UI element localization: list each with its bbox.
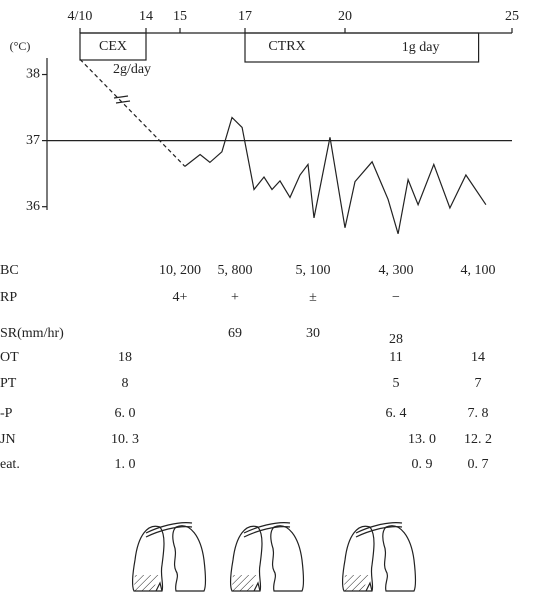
drug-period: [79, 32, 147, 61]
lab-value: 11: [389, 350, 402, 365]
lab-value: −: [392, 290, 400, 305]
lab-value: 4, 300: [379, 263, 414, 278]
lab-value: ±: [309, 290, 317, 305]
lab-label: RP: [0, 290, 17, 305]
x-tick-label: 14: [139, 9, 153, 24]
lab-label: BC: [0, 263, 19, 278]
lab-value: 4+: [173, 290, 188, 305]
lab-value: 5, 800: [218, 263, 253, 278]
drug-name: CTRX: [268, 39, 305, 54]
lab-value: 6. 0: [115, 406, 136, 421]
lab-value: 5, 100: [296, 263, 331, 278]
lab-value: 12. 2: [464, 432, 492, 447]
y-tick-label: 38: [26, 67, 40, 82]
lab-value: 10, 200: [159, 263, 201, 278]
lab-value: 14: [471, 350, 485, 365]
x-tick-label: 4/10: [68, 9, 93, 24]
y-tick-label: 36: [26, 199, 40, 214]
lung-sketch: [132, 522, 207, 592]
lab-value: 4, 100: [461, 263, 496, 278]
x-tick-label: 15: [173, 9, 187, 24]
lab-value: 69: [228, 326, 242, 341]
lung-sketch: [342, 522, 417, 592]
lab-label: JN: [0, 432, 16, 447]
break-mark: [113, 95, 129, 99]
temperature-line: [184, 116, 487, 234]
drug-dose: 2g/day: [113, 62, 151, 77]
lab-label: -P: [0, 406, 13, 421]
lab-value: 6. 4: [386, 406, 407, 421]
lab-value: 1. 0: [115, 457, 136, 472]
lab-value: 18: [118, 350, 132, 365]
y-axis-label: (°C): [10, 39, 31, 53]
drug-name: CEX: [99, 39, 127, 54]
lung-sketch: [230, 522, 305, 592]
lab-label: OT: [0, 350, 19, 365]
lab-value: 28: [389, 332, 403, 347]
y-tick-label: 37: [26, 133, 40, 148]
x-tick-label: 17: [238, 9, 252, 24]
lab-label: eat.: [0, 457, 20, 472]
break-mark: [115, 100, 131, 104]
lab-value: +: [231, 290, 239, 305]
lab-value: 0. 7: [468, 457, 489, 472]
x-tick-label: 25: [505, 9, 519, 24]
lab-label: PT: [0, 376, 17, 391]
lab-value: 0. 9: [412, 457, 433, 472]
lab-value: 7. 8: [468, 406, 489, 421]
temperature-line: [79, 58, 186, 167]
lab-value: 30: [306, 326, 320, 341]
lab-value: 13. 0: [408, 432, 436, 447]
lab-value: 7: [475, 376, 482, 391]
x-tick-label: 20: [338, 9, 352, 24]
drug-period: [244, 32, 480, 63]
lab-value: 10. 3: [111, 432, 139, 447]
lab-value: 8: [122, 376, 129, 391]
drug-dose: 1g day: [402, 40, 440, 55]
lab-value: 5: [393, 376, 400, 391]
lab-label: SR(mm/hr): [0, 326, 64, 341]
